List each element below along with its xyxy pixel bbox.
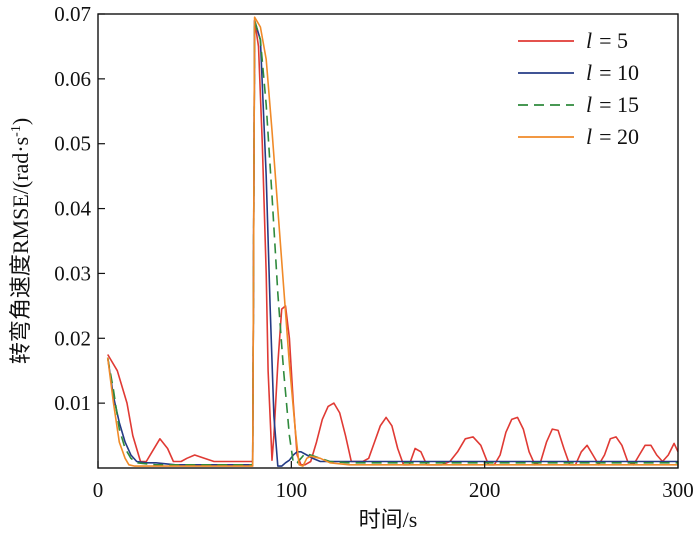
x-axis-title: 时间/s: [359, 507, 418, 532]
y-axis-title-tail: ): [8, 118, 33, 125]
y-tick-label: 0.02: [54, 326, 91, 350]
y-tick-label: 0.05: [54, 132, 91, 156]
series-layer: [106, 16, 678, 467]
y-tick-label: 0.03: [54, 261, 91, 285]
x-tick-label: 0: [93, 478, 104, 502]
plot-frame: [97, 13, 679, 469]
legend-label: l = 15: [586, 92, 639, 117]
x-tick-label: 200: [469, 478, 501, 502]
legend-label: l = 5: [586, 28, 628, 53]
y-axis-title-main: 转弯角速度RMSE/(rad·s: [8, 137, 33, 364]
y-axis-title: 转弯角速度RMSE/(rad·s-1): [8, 118, 33, 364]
y-tick-label: 0.04: [54, 197, 91, 221]
y-axis-title-sup: -1: [9, 125, 24, 137]
y-tick-label: 0.06: [54, 67, 91, 91]
legend: l = 5 l = 10 l = 15 l = 20: [518, 28, 639, 149]
legend-label: l = 20: [586, 124, 639, 149]
y-tick-label: 0.01: [54, 391, 91, 415]
tick-layer: 0 100 200 300 0.01 0.02 0.03 0.04 0.05 0.06 0.07: [54, 2, 694, 502]
series-line-l20: [106, 16, 678, 467]
x-tick-label: 100: [276, 478, 308, 502]
series-line-l5: [107, 19, 678, 466]
legend-label: l = 10: [586, 60, 639, 85]
series-line-l15: [106, 19, 678, 466]
y-tick-label: 0.07: [54, 2, 91, 26]
series-line-l10: [106, 19, 678, 467]
x-tick-label: 300: [662, 478, 694, 502]
